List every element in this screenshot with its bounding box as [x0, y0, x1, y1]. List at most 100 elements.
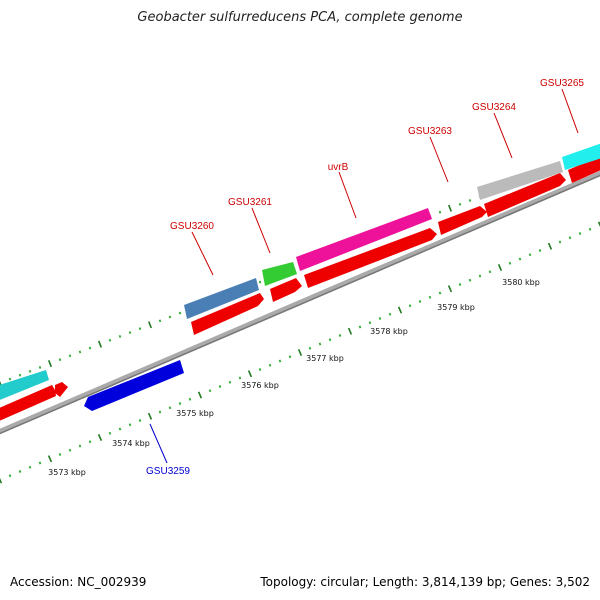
tick-mark [547, 242, 553, 250]
tick-mark [368, 321, 372, 325]
gene-arrow[interactable] [304, 228, 437, 288]
feature-box-gsu3259[interactable] [84, 360, 184, 411]
tick-mark [538, 249, 542, 252]
tick-mark [128, 331, 132, 334]
scale-label: 3578 kbp [370, 327, 408, 336]
tick-mark [468, 199, 472, 202]
tick-mark [288, 355, 292, 359]
tick-mark [328, 338, 332, 342]
tick-mark [118, 334, 122, 338]
tick-mark [97, 433, 103, 442]
gene-arrow[interactable] [191, 293, 264, 335]
accession-text: Accession: NC_002939 [10, 575, 147, 589]
tick-mark [88, 346, 92, 350]
tick-mark [247, 370, 253, 378]
tick-mark [88, 440, 92, 444]
lower-tick-track [0, 221, 600, 484]
tick-mark [438, 291, 442, 295]
tick-mark [347, 327, 353, 335]
page-title: Geobacter sulfurreducens PCA, complete g… [137, 10, 463, 25]
tick-mark [8, 377, 12, 381]
tick-mark [58, 453, 62, 456]
tick-mark [58, 358, 62, 362]
tick-mark [418, 300, 422, 303]
tick-mark [147, 412, 153, 420]
tick-mark [268, 363, 272, 367]
tick-mark [297, 348, 303, 357]
tick-mark [428, 295, 432, 299]
feature-track [0, 142, 600, 411]
gene-arrow[interactable] [484, 173, 566, 217]
genome-backbone [0, 170, 600, 435]
gene-arrow[interactable] [568, 152, 600, 183]
gene-label-gsu3264[interactable]: GSU3264 [472, 102, 516, 113]
scale-label: 3579 kbp [437, 303, 475, 312]
tick-mark [208, 389, 212, 393]
scale-label: 3575 kbp [176, 409, 214, 418]
tick-mark [258, 280, 262, 284]
tick-mark [68, 448, 72, 452]
feature-box-gsu3260[interactable] [184, 278, 259, 319]
tick-mark [588, 227, 592, 231]
tick-mark [28, 369, 32, 373]
tick-mark [218, 385, 222, 388]
gene-labels: GSU3260 GSU3261 uvrB GSU3263 GSU3264 GSU… [146, 78, 584, 477]
tick-mark [238, 376, 242, 380]
scale-label: 3577 kbp [306, 354, 344, 363]
tick-mark [38, 461, 42, 465]
gene-label-gsu3259[interactable]: GSU3259 [146, 466, 190, 477]
tick-mark [178, 402, 182, 405]
genome-summary-text: Topology: circular; Length: 3,814,139 bp… [260, 575, 590, 589]
tick-mark [168, 315, 172, 319]
tick-mark [338, 334, 342, 337]
gene-label-gsu3265[interactable]: GSU3265 [540, 78, 584, 89]
tick-mark [18, 373, 22, 377]
tick-mark [278, 359, 282, 363]
gene-arrow[interactable] [438, 206, 487, 235]
gene-arrow[interactable] [270, 278, 302, 302]
tick-mark [508, 261, 512, 265]
tick-mark [228, 380, 232, 384]
feature-box-gsu3265[interactable] [562, 142, 600, 170]
tick-mark [408, 304, 412, 308]
feature-box-gsu3264[interactable] [477, 161, 563, 200]
tick-mark [478, 274, 482, 278]
tick-mark [397, 306, 403, 314]
tick-mark [468, 278, 472, 282]
feature-box-uvrb[interactable] [296, 208, 432, 271]
scale-label: 3576 kbp [241, 381, 279, 390]
tick-mark [528, 253, 532, 257]
tick-mark [578, 232, 582, 235]
tick-mark [438, 210, 442, 214]
gene-arrow[interactable] [0, 385, 56, 425]
scale-labels: 3573 kbp 3574 kbp 3575 kbp 3576 kbp 3577… [48, 278, 540, 477]
tick-mark [147, 321, 153, 329]
tick-mark [138, 419, 142, 422]
gene-arrow[interactable] [55, 382, 68, 397]
gene-label-gsu3263[interactable]: GSU3263 [408, 126, 452, 137]
tick-mark [118, 427, 122, 431]
tick-mark [518, 257, 522, 261]
gene-label-gsu3261[interactable]: GSU3261 [228, 197, 272, 208]
tick-mark [18, 470, 22, 473]
tick-mark [318, 342, 322, 346]
tick-mark [597, 221, 600, 228]
tick-mark [447, 285, 453, 293]
gene-label-uvrb[interactable]: uvrB [328, 162, 349, 173]
tick-mark [108, 431, 112, 435]
tick-mark [28, 465, 32, 469]
tick-mark [497, 263, 503, 272]
gene-leader-lines [149, 88, 579, 464]
tick-mark [158, 410, 162, 414]
tick-mark [388, 312, 392, 316]
scale-label: 3573 kbp [48, 468, 86, 477]
feature-box-gsu3261[interactable] [262, 262, 297, 286]
scale-label: 3580 kbp [502, 278, 540, 287]
tick-mark [178, 311, 182, 315]
feature-box-cyan-left[interactable] [0, 370, 49, 404]
tick-mark [158, 319, 162, 323]
tick-mark [188, 397, 192, 401]
gene-label-gsu3260[interactable]: GSU3260 [170, 221, 214, 232]
tick-mark [568, 236, 572, 240]
